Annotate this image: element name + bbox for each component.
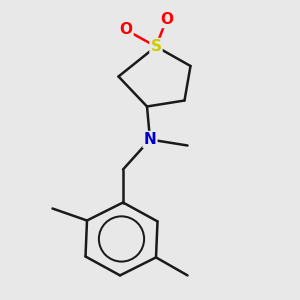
Text: N: N [144, 132, 156, 147]
Text: O: O [119, 22, 133, 38]
Text: S: S [151, 39, 161, 54]
Text: O: O [160, 12, 173, 27]
